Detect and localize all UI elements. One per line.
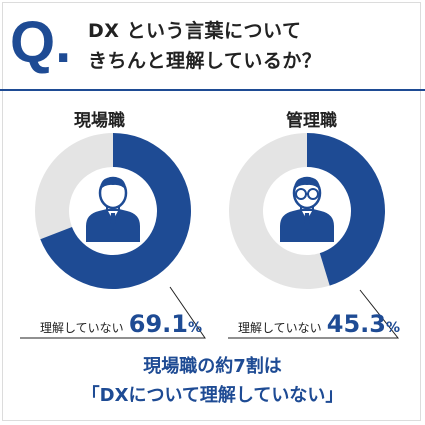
card-frame [2, 2, 421, 421]
percent-value: 45.3 [326, 310, 386, 338]
donut-slice-remainder [229, 133, 330, 289]
percent-unit: % [385, 320, 400, 336]
question-header: Q. DX という言葉について きちんと理解しているか？ [0, 0, 425, 88]
question-text-line2: きちんと理解しているか？ [88, 50, 322, 72]
percent-value: 69.1 [128, 310, 188, 338]
header-divider [0, 89, 425, 91]
annotation-label: 理解していない [238, 321, 322, 335]
worker-person-icon [86, 176, 140, 242]
donut-chart-field-workers [35, 133, 192, 289]
donut-slice-remainder [35, 133, 113, 240]
donut-chart-managers [229, 133, 386, 289]
chart-title-managers: 管理職 [286, 111, 337, 131]
question-text-line1: DX という言葉について [88, 20, 302, 42]
donut-slice-not-understanding [40, 133, 192, 289]
chart-title-field-workers: 現場職 [74, 111, 125, 131]
annotation-label: 理解していない [40, 321, 124, 335]
percent-unit: % [187, 320, 202, 336]
conclusion-line1: 現場職の約7割は [143, 356, 282, 377]
conclusion-line2: 「DXについて理解していない」 [81, 385, 344, 406]
manager-person-with-glasses-icon [280, 176, 334, 242]
question-mark: Q. [10, 10, 72, 75]
annotation-managers: 理解していない 45.3% [238, 310, 400, 338]
donut-slice-not-understanding [307, 133, 386, 286]
annotation-leader-line-managers [228, 289, 400, 339]
annotation-leader-line-field-workers [20, 286, 206, 339]
annotation-field-workers: 理解していない 69.1% [40, 310, 202, 338]
